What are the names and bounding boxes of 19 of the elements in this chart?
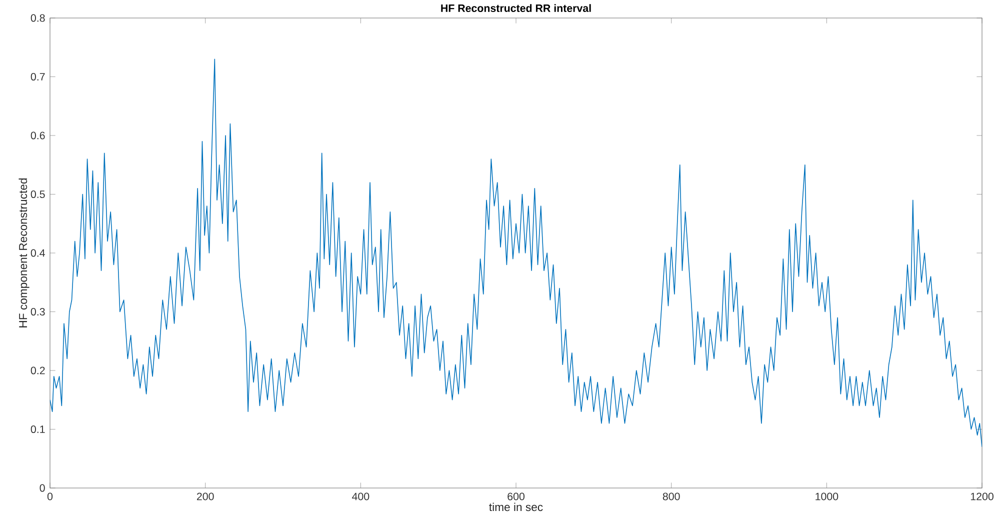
- y-tick-label: 0.3: [30, 308, 45, 316]
- y-tick-label: 0.2: [30, 366, 45, 374]
- x-tick-label: 200: [196, 492, 214, 500]
- y-tick-label: 0.7: [30, 72, 45, 81]
- y-tick-label: 0.1: [30, 425, 45, 434]
- x-tick-label: 800: [662, 492, 680, 500]
- y-tick-label: 0.4: [30, 249, 45, 257]
- x-tick-label: 0: [47, 492, 53, 500]
- x-axis-title: time in sec: [489, 502, 543, 512]
- y-tick-label: 0.5: [30, 190, 45, 198]
- chart-title: HF Reconstructed RR interval: [441, 4, 591, 12]
- x-tick-label: 1200: [970, 492, 994, 500]
- x-tick-label: 1000: [816, 492, 838, 500]
- y-axis-title: HF component Reconstructed: [18, 178, 30, 328]
- x-tick-label: 600: [508, 492, 524, 500]
- y-tick-label: 0.8: [30, 14, 45, 22]
- y-tick-label: 0: [40, 484, 45, 492]
- x-tick-label: 400: [352, 492, 370, 500]
- y-tick-label: 0.6: [30, 132, 45, 140]
